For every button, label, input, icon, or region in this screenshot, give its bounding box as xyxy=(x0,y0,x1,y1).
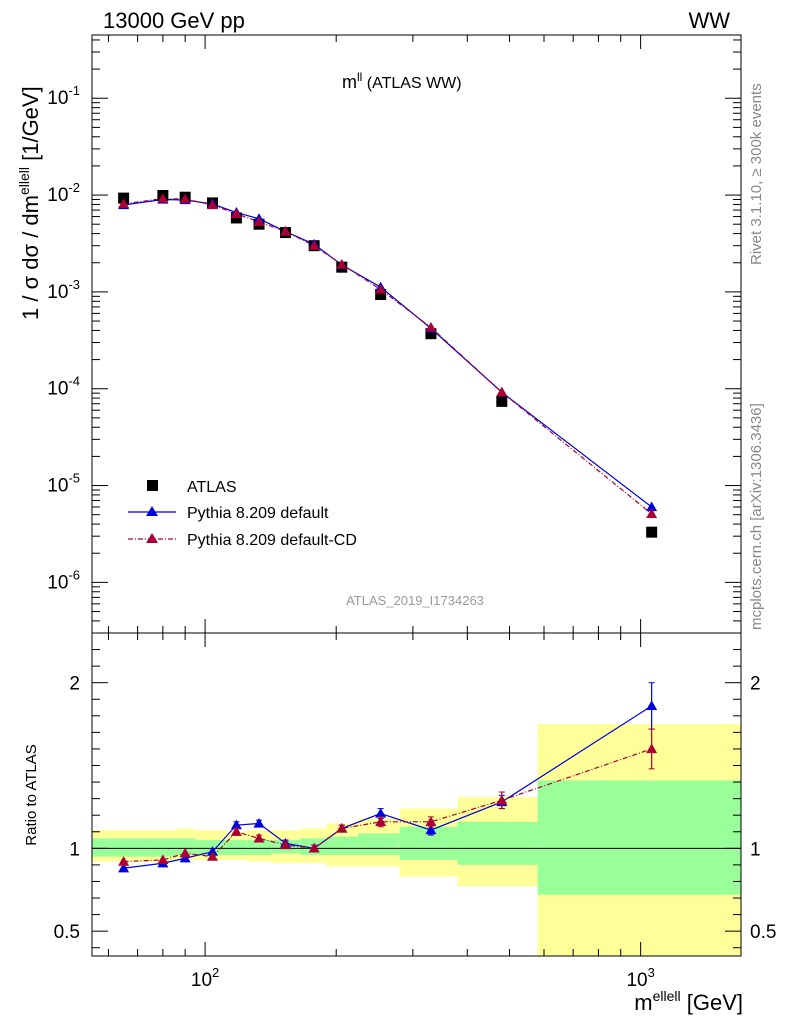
band-inner xyxy=(537,780,741,895)
atlas-point xyxy=(375,288,387,300)
main-series-line xyxy=(123,197,653,515)
band-inner xyxy=(358,833,400,855)
ratio-y-tick-label-right: 1 xyxy=(750,839,761,860)
y-tick-label: 10-6 xyxy=(47,567,80,593)
ratio-y-tick-label: 0.5 xyxy=(54,922,80,943)
ratio-default-point xyxy=(118,862,130,873)
ratio-cd-point xyxy=(375,816,387,826)
ratio-cd-point xyxy=(157,854,169,865)
ratio-cd-point xyxy=(253,832,265,843)
cd-point xyxy=(280,226,292,236)
plot-title: mll (ATLAS WW) xyxy=(342,70,462,92)
legend-cd-label: Pythia 8.209 default-CD xyxy=(187,532,357,549)
band-inner xyxy=(195,840,227,855)
y-tick-label: 10-1 xyxy=(47,83,80,109)
cd-point xyxy=(496,386,508,397)
cd-point xyxy=(336,258,348,269)
atlas-point xyxy=(646,526,658,538)
cd-point xyxy=(308,240,320,250)
ratio-default-point xyxy=(207,846,219,856)
band-inner xyxy=(176,838,196,855)
rivet-info: Rivet 3.1.10, ≥ 300k events xyxy=(748,83,765,265)
default-point xyxy=(646,501,658,512)
ratio-cd-point xyxy=(336,822,348,833)
ratio-default-point xyxy=(253,817,265,828)
ratio-default-point xyxy=(230,819,242,830)
ratio-default-point xyxy=(375,808,387,818)
axis-ticks: 102 103 10-6 10-5 10-4 10-3 10-2 10-1 0.5 0.5 1 1 2 2 xyxy=(47,35,776,991)
band-inner xyxy=(226,840,248,855)
atlas-point xyxy=(425,328,437,340)
x-axis-label: mellell [GeV] xyxy=(634,988,743,1015)
ratio-y-tick-label: 1 xyxy=(69,839,80,860)
cd-point xyxy=(230,208,242,218)
y-tick-label: 10-5 xyxy=(47,471,80,497)
band-inner xyxy=(145,838,177,857)
header-left: 13000 GeV pp xyxy=(103,8,245,33)
ratio-cd-point xyxy=(496,794,508,805)
cd-point xyxy=(425,321,437,332)
atlas-point xyxy=(496,395,508,407)
band-inner xyxy=(247,840,272,855)
legend-atlas-label: ATLAS xyxy=(187,479,237,496)
analysis-id: ATLAS_2019_I1734263 xyxy=(346,593,484,608)
ratio-default-point xyxy=(425,824,437,835)
ratio-default-point xyxy=(179,852,191,863)
legend: ATLAS Pythia 8.209 default Pythia 8.209 … xyxy=(128,479,357,549)
main-series xyxy=(118,189,658,538)
ratio-cd-point xyxy=(425,816,437,826)
ratio-y-tick-label-right: 2 xyxy=(750,674,761,695)
cd-point xyxy=(207,199,219,210)
ratio-axis-label: Ratio to ATLAS xyxy=(23,744,40,845)
ratio-y-tick-label: 2 xyxy=(69,674,80,695)
ratio-cd-point xyxy=(230,826,242,836)
legend-cd-marker xyxy=(146,533,158,543)
x-tick-label: 102 xyxy=(191,965,219,991)
cd-point xyxy=(375,283,387,294)
legend-atlas-marker xyxy=(147,480,158,491)
ratio-cd-point xyxy=(308,842,320,853)
ratio-y-tick-label-right: 0.5 xyxy=(750,922,776,943)
cd-point xyxy=(646,508,658,518)
x-tick-label: 103 xyxy=(626,965,654,991)
cd-point xyxy=(179,193,191,204)
ratio-cd-point xyxy=(280,839,292,850)
uncertainty-bands xyxy=(92,724,741,956)
y-axis-label: 1 / σ dσ / dmellell [1/GeV] xyxy=(16,86,43,320)
band-inner xyxy=(92,838,146,857)
mcplots-info: mcplots.cern.ch [arXiv:1306.3436] xyxy=(748,403,765,630)
y-tick-label: 10-2 xyxy=(47,180,80,206)
band-inner xyxy=(326,836,359,855)
atlas-point xyxy=(118,192,130,204)
cd-point xyxy=(157,193,169,203)
ratio-cd-point xyxy=(207,851,219,861)
ratio-cd-point xyxy=(646,743,658,754)
ratio-cd-point xyxy=(118,856,130,866)
header-right: WW xyxy=(688,8,730,33)
legend-default-label: Pythia 8.209 default xyxy=(187,505,329,522)
ratio-frame xyxy=(91,632,742,957)
y-tick-label: 10-3 xyxy=(47,277,80,303)
main-series-line xyxy=(123,198,653,508)
cd-point xyxy=(118,198,130,209)
cd-point xyxy=(253,216,265,226)
legend-default-marker xyxy=(146,506,158,516)
band-inner xyxy=(457,821,538,865)
ratio-series xyxy=(118,682,658,873)
ratio-cd-point xyxy=(179,847,191,858)
y-tick-label: 10-4 xyxy=(47,374,80,400)
ratio-default-point xyxy=(646,700,658,711)
atlas-point xyxy=(230,212,242,224)
